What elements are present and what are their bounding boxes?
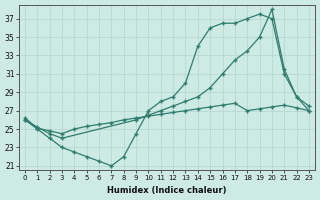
X-axis label: Humidex (Indice chaleur): Humidex (Indice chaleur) bbox=[107, 186, 227, 195]
